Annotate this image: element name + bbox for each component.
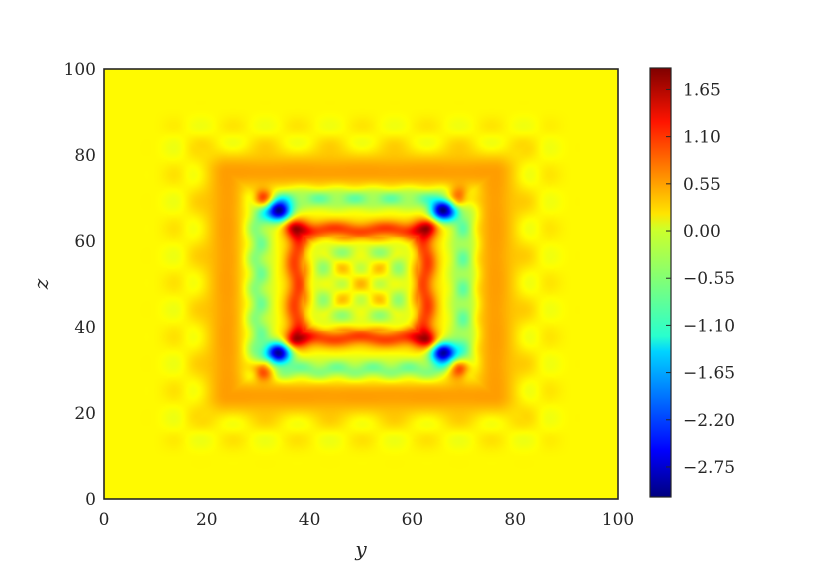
- x-tick-label: 100: [602, 510, 634, 530]
- y-tick-label: 60: [74, 232, 96, 252]
- colorbar: 1.65 1.10 0.55 0.00 −0.55 −1.10 −1.65 −2.20 −2.7…: [649, 67, 735, 498]
- colorbar-tick-label: −0.55: [683, 269, 735, 289]
- y-tick-label: 100: [64, 60, 96, 80]
- y-tick-label: 20: [74, 404, 96, 424]
- heatmap-canvas: [104, 69, 618, 499]
- colorbar-tick-label: −1.10: [683, 316, 735, 336]
- colorbar-tick-label: 0.55: [683, 175, 721, 195]
- colorbar-gradient: [649, 67, 672, 498]
- y-tick-label: 40: [74, 318, 96, 338]
- colorbar-ticks: 1.65 1.10 0.55 0.00 −0.55 −1.10 −1.65 −2.20 −2.7…: [666, 80, 735, 478]
- x-tick-label: 60: [402, 510, 424, 530]
- colorbar-tick-label: 1.10: [683, 128, 721, 148]
- x-tick-label: 0: [99, 510, 110, 530]
- colorbar-tick-label: 1.65: [683, 80, 721, 100]
- heatmap-plot: [103, 68, 619, 500]
- y-tick-label: 0: [85, 490, 96, 510]
- x-axis-label: y: [354, 537, 367, 561]
- colorbar-tick-label: −1.65: [683, 364, 735, 384]
- x-tick-label: 40: [299, 510, 321, 530]
- y-tick-label: 80: [74, 146, 96, 166]
- y-axis-label: z: [29, 278, 53, 290]
- plot-frame: [103, 68, 619, 500]
- colorbar-tick-label: 0.00: [683, 222, 721, 242]
- colorbar-tick-label: −2.20: [683, 411, 735, 431]
- x-axis-ticks: 0 20 40 60 80 100: [99, 510, 635, 530]
- colorbar-tick-label: −2.75: [683, 458, 735, 478]
- x-tick-label: 20: [196, 510, 218, 530]
- x-tick-label: 80: [504, 510, 526, 530]
- y-axis-ticks: 0 20 40 60 80 100: [64, 60, 96, 510]
